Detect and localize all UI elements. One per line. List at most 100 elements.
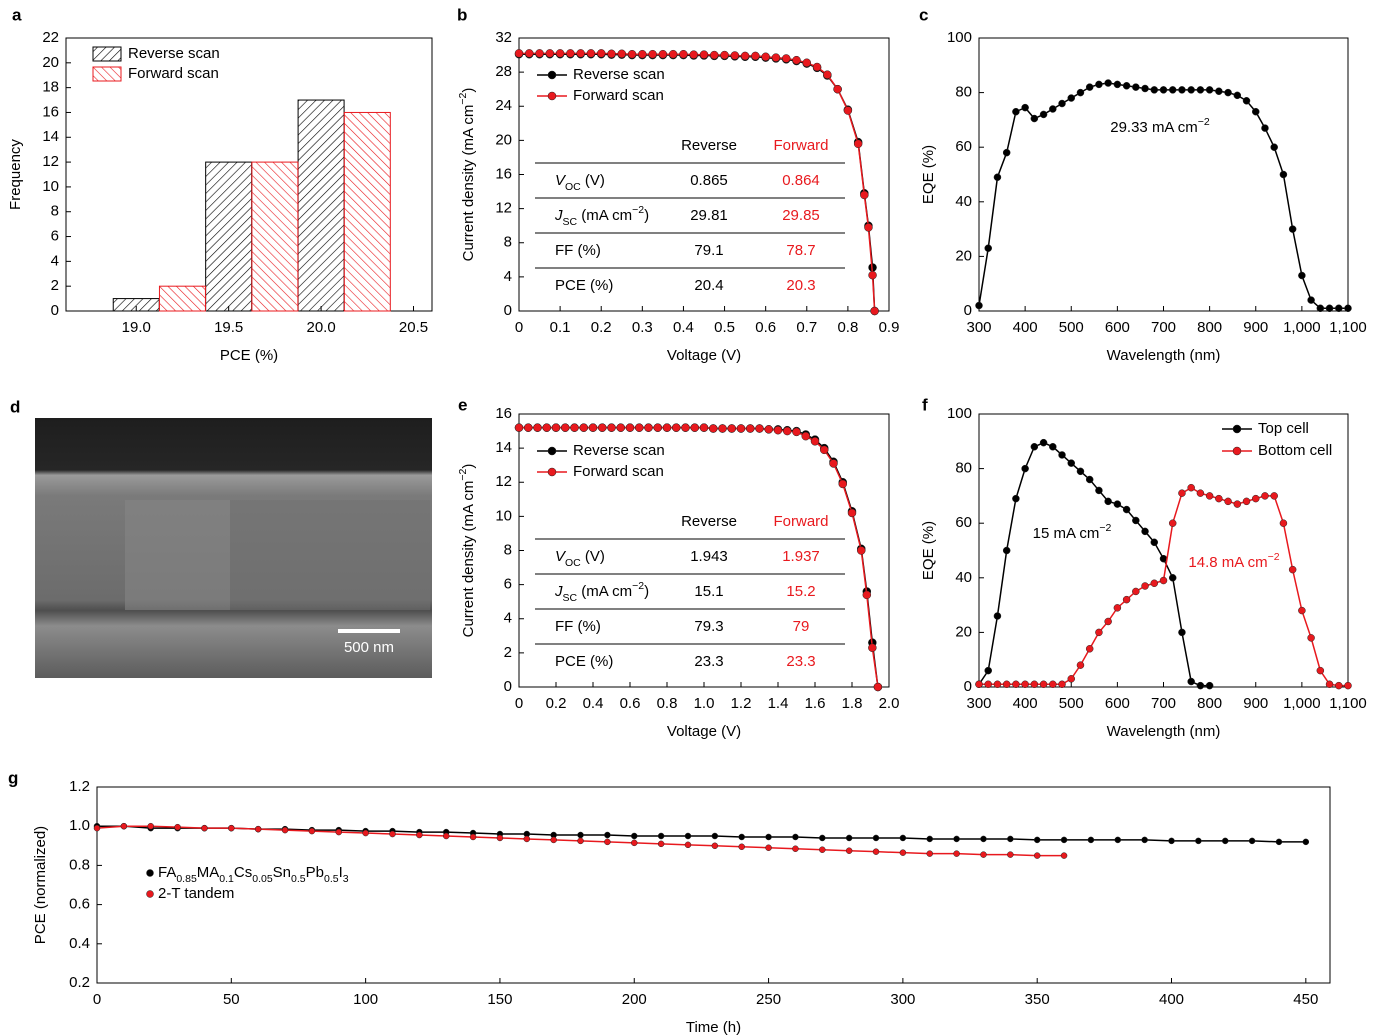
x-tick-label: 19.5	[214, 319, 243, 336]
x-tick-label: 0.2	[546, 695, 567, 712]
x-tick-label: 1.8	[842, 695, 863, 712]
data-point	[1007, 851, 1014, 858]
data-point	[993, 173, 1002, 181]
data-point	[681, 423, 690, 432]
x-tick-label: 350	[1025, 991, 1050, 1008]
x-tick-label: 900	[1243, 319, 1268, 336]
panel-5: g 0 50 100 150 200 250 300 350 400 450 0.2 0.4 0.6 0.8…	[8, 768, 1331, 1008]
data-point	[953, 835, 960, 843]
y-axis-title: Current density (mA cm−2)	[457, 464, 477, 638]
data-point	[1085, 475, 1094, 484]
data-point	[746, 424, 755, 433]
y-tick-label: 16	[495, 405, 512, 422]
data-point	[1141, 84, 1149, 93]
data-point	[773, 425, 783, 435]
text-part: J	[554, 583, 563, 600]
text-part: 0.5	[291, 873, 306, 885]
data-point	[792, 55, 801, 65]
data-point	[833, 84, 842, 94]
y-axis-title: EQE (%)	[920, 145, 937, 204]
data-point	[1067, 94, 1075, 102]
data-point	[765, 844, 772, 852]
y-tick-label: 10	[495, 507, 512, 524]
data-point	[860, 190, 869, 200]
data-point	[761, 52, 770, 62]
x-tick-label: 0.4	[673, 319, 694, 336]
data-point	[542, 423, 551, 432]
data-point	[720, 50, 729, 60]
table-cell: 15.1	[694, 583, 723, 600]
data-point	[201, 824, 208, 832]
data-point	[1067, 675, 1075, 683]
data-point	[174, 823, 181, 831]
legend-label: Forward scan	[573, 463, 664, 480]
x-tick-label: 0.6	[620, 695, 641, 712]
text-part: (V)	[581, 172, 605, 189]
data-point	[668, 49, 678, 59]
y-tick-label: 100	[947, 405, 972, 422]
table-cell: 29.85	[782, 207, 820, 224]
data-point	[755, 424, 764, 433]
data-point	[718, 424, 727, 433]
data-point	[819, 846, 826, 853]
data-point	[738, 833, 745, 841]
data-point	[1104, 79, 1112, 87]
data-point	[555, 49, 565, 58]
text-part: )	[460, 464, 477, 469]
data-point	[635, 423, 644, 432]
data-point	[872, 848, 880, 855]
data-point	[1095, 628, 1103, 637]
panel-letter: c	[919, 5, 928, 24]
x-tick-label: 0.8	[657, 695, 678, 712]
y-axis-title: EQE (%)	[920, 521, 937, 580]
bar	[205, 161, 253, 312]
data-point	[657, 832, 665, 840]
data-point	[550, 836, 557, 844]
data-point	[792, 845, 799, 852]
data-point	[1104, 617, 1112, 626]
data-point	[1049, 443, 1057, 451]
data-point	[1261, 124, 1269, 132]
text-part: (mA cm	[577, 207, 632, 224]
y-tick-label: 100	[947, 29, 972, 46]
text-part: 15 mA cm	[1033, 525, 1100, 542]
panel-letter: d	[10, 397, 20, 416]
data-point	[1141, 527, 1149, 536]
data-point	[570, 423, 579, 432]
y-tick-label: 12	[495, 200, 512, 217]
data-point	[1122, 595, 1131, 604]
legend-label: Bottom cell	[1258, 442, 1332, 459]
data-point	[1196, 86, 1205, 94]
data-point	[868, 643, 877, 653]
table-cell: 79	[793, 618, 810, 635]
data-point	[765, 833, 772, 841]
data-point	[1178, 628, 1186, 637]
text-part: −2	[457, 93, 469, 105]
data-point	[1060, 836, 1068, 844]
y-axis-title: Frequency	[7, 139, 24, 210]
data-point	[1033, 836, 1041, 844]
y-tick-label: 12	[42, 153, 59, 170]
plot-frame	[96, 786, 1331, 984]
data-point	[847, 508, 857, 518]
text-part: −2	[632, 580, 644, 592]
text-part: V	[555, 548, 567, 565]
x-tick-label: 50	[223, 991, 240, 1008]
data-point	[308, 827, 316, 835]
table-cell: 1.943	[690, 548, 728, 565]
data-point	[662, 423, 672, 432]
x-tick-label: 600	[1105, 319, 1130, 336]
data-point	[1325, 304, 1334, 313]
data-point	[845, 847, 853, 854]
data-point	[1224, 497, 1232, 506]
x-tick-label: 1,100	[1329, 695, 1367, 712]
legend-marker	[146, 890, 154, 898]
scale-bar-label: 500 nm	[344, 639, 394, 656]
legend-marker	[1232, 424, 1242, 434]
x-tick-label: 400	[1013, 319, 1038, 336]
y-tick-label: 0	[964, 678, 972, 695]
text-part: −2	[457, 469, 469, 481]
annotation: 15 mA cm−2	[1033, 522, 1112, 542]
data-point	[631, 832, 638, 840]
table-cell: 23.3	[694, 653, 723, 670]
